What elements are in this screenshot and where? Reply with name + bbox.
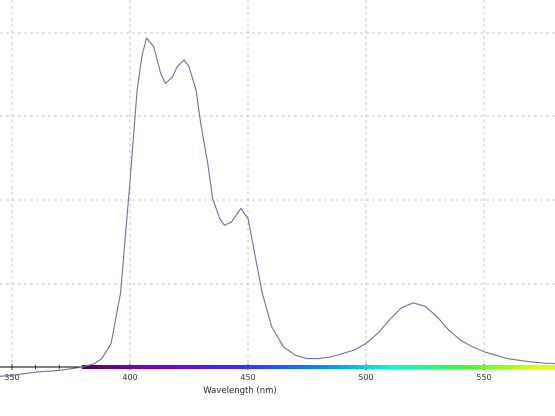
x-tick-label: 450 xyxy=(240,373,255,382)
x-tick-label: 350 xyxy=(4,373,19,382)
x-tick-label: 550 xyxy=(476,373,491,382)
x-tick-labels: 350400450500550600650700750800 xyxy=(4,373,491,382)
x-tick-label: 500 xyxy=(358,373,373,382)
grid-lines xyxy=(0,0,555,367)
visible-spectrum-bar xyxy=(81,365,555,369)
spectrum-line xyxy=(0,37,555,377)
x-axis-title: Wavelength (nm) xyxy=(203,386,276,396)
x-tick-label: 400 xyxy=(122,373,137,382)
